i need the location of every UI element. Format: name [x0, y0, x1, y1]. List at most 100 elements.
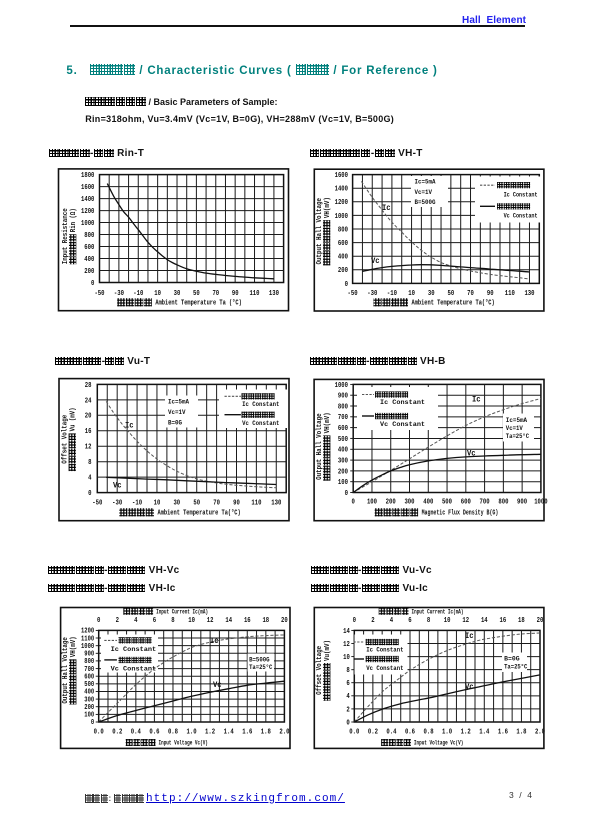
- svg-text:Ic: Ic: [210, 638, 219, 646]
- svg-text:0.8: 0.8: [424, 728, 434, 736]
- svg-text:30: 30: [174, 290, 181, 298]
- svg-text:1600: 1600: [335, 172, 349, 180]
- svg-text:1.0: 1.0: [187, 728, 197, 736]
- svg-text:90: 90: [233, 499, 240, 507]
- svg-text:1200: 1200: [81, 628, 94, 636]
- svg-text:0: 0: [345, 490, 349, 498]
- svg-text:500: 500: [84, 681, 94, 689]
- svg-text:70: 70: [467, 290, 474, 298]
- svg-text:-10: -10: [132, 499, 142, 507]
- svg-text:-50: -50: [92, 499, 102, 507]
- svg-text:110: 110: [505, 290, 515, 298]
- svg-text:6: 6: [346, 680, 350, 688]
- svg-text:Ic Constant: Ic Constant: [366, 647, 404, 654]
- svg-text:Ambient Temperature Ta(°C): Ambient Temperature Ta(°C): [412, 299, 495, 308]
- svg-text:0.2: 0.2: [368, 728, 378, 736]
- svg-text:8: 8: [427, 617, 431, 625]
- svg-text:12: 12: [85, 444, 92, 452]
- svg-text:1400: 1400: [81, 196, 95, 204]
- svg-text:B=0G: B=0G: [504, 656, 519, 664]
- svg-text:Ic Constant: Ic Constant: [504, 191, 538, 198]
- svg-text:12: 12: [207, 617, 214, 625]
- svg-text:400: 400: [338, 254, 348, 262]
- svg-text:12: 12: [343, 641, 350, 649]
- svg-text:0.0: 0.0: [94, 728, 104, 736]
- svg-text:Vc: Vc: [213, 682, 222, 690]
- svg-text:-30: -30: [367, 290, 377, 298]
- svg-text:200: 200: [84, 704, 94, 712]
- svg-text:4: 4: [346, 693, 350, 701]
- svg-text:200: 200: [338, 267, 348, 275]
- svg-text:-30: -30: [112, 499, 122, 507]
- svg-text:Vc=1V: Vc=1V: [415, 189, 433, 197]
- svg-text:4: 4: [134, 617, 138, 625]
- svg-text:1000: 1000: [335, 213, 349, 221]
- svg-text:Offset Voltage: Offset Voltage: [61, 415, 69, 464]
- svg-text:2.0: 2.0: [279, 728, 289, 736]
- svg-text:4: 4: [390, 617, 394, 625]
- svg-text:0: 0: [88, 490, 92, 498]
- svg-text:Output Hall Voltage: Output Hall Voltage: [316, 413, 324, 480]
- svg-text:400: 400: [84, 256, 94, 264]
- svg-text:50: 50: [193, 290, 200, 298]
- svg-text:Vc Constant: Vc Constant: [380, 421, 425, 428]
- svg-text:B=500G: B=500G: [249, 656, 270, 664]
- svg-text:20: 20: [85, 413, 92, 421]
- svg-text:1100: 1100: [81, 635, 94, 643]
- svg-text:1.4: 1.4: [479, 728, 489, 736]
- svg-text:200: 200: [338, 468, 348, 476]
- svg-text:Ic: Ic: [472, 397, 481, 405]
- svg-text:Ta=25°C: Ta=25°C: [504, 662, 527, 671]
- svg-text:0.4: 0.4: [131, 728, 141, 736]
- svg-text:-30: -30: [114, 290, 124, 298]
- svg-text:10: 10: [188, 617, 195, 625]
- svg-text:900: 900: [338, 393, 348, 401]
- svg-text:500: 500: [338, 436, 348, 444]
- svg-text:400: 400: [84, 689, 94, 697]
- svg-text:Ambient Temperature Ta(°C): Ambient Temperature Ta(°C): [158, 509, 241, 518]
- svg-text:130: 130: [271, 499, 281, 507]
- svg-text:600: 600: [461, 498, 471, 506]
- svg-text:20: 20: [537, 617, 544, 625]
- svg-text:Vc: Vc: [371, 258, 380, 266]
- svg-text:Ic: Ic: [125, 423, 134, 431]
- svg-text:Output Hall Voltage: Output Hall Voltage: [316, 198, 324, 264]
- svg-text:1200: 1200: [81, 208, 95, 216]
- svg-text:Magnetic Flux Density B(G): Magnetic Flux Density B(G): [422, 510, 499, 518]
- svg-text:18: 18: [262, 617, 269, 625]
- svg-text:12: 12: [462, 617, 469, 625]
- svg-text:1.8: 1.8: [516, 728, 526, 736]
- svg-text:4: 4: [88, 475, 92, 483]
- svg-text:200: 200: [84, 268, 94, 276]
- svg-text:0: 0: [97, 617, 101, 625]
- svg-text:0.4: 0.4: [386, 728, 396, 736]
- svg-text:800: 800: [84, 658, 94, 666]
- svg-text:VH(mV): VH(mV): [324, 197, 332, 218]
- svg-text:900: 900: [517, 498, 527, 506]
- svg-text:Rin (Ω): Rin (Ω): [70, 208, 78, 232]
- svg-text:90: 90: [487, 290, 494, 298]
- svg-text:30: 30: [173, 499, 180, 507]
- svg-text:Vc Constant: Vc Constant: [111, 665, 157, 672]
- svg-text:Ic=5mA: Ic=5mA: [506, 417, 528, 425]
- svg-text:0.6: 0.6: [405, 728, 415, 736]
- svg-text:1.6: 1.6: [498, 728, 508, 736]
- svg-text:1800: 1800: [81, 172, 95, 180]
- svg-text:700: 700: [480, 498, 490, 506]
- svg-text:110: 110: [251, 499, 261, 507]
- svg-text:700: 700: [84, 666, 94, 674]
- svg-text:-50: -50: [94, 290, 104, 298]
- svg-text:1000: 1000: [534, 498, 548, 506]
- svg-text:1000: 1000: [335, 382, 349, 390]
- svg-text:0.2: 0.2: [112, 728, 122, 736]
- svg-text:50: 50: [193, 499, 200, 507]
- svg-text:110: 110: [249, 290, 259, 298]
- svg-text:-10: -10: [387, 290, 397, 298]
- svg-text:18: 18: [518, 617, 525, 625]
- svg-text:16: 16: [85, 428, 92, 436]
- svg-text:Vc=1V: Vc=1V: [168, 409, 186, 417]
- svg-text:1200: 1200: [335, 199, 349, 207]
- svg-text:B=0G: B=0G: [168, 420, 182, 428]
- svg-text:B=500G: B=500G: [415, 199, 436, 207]
- svg-text:16: 16: [500, 617, 507, 625]
